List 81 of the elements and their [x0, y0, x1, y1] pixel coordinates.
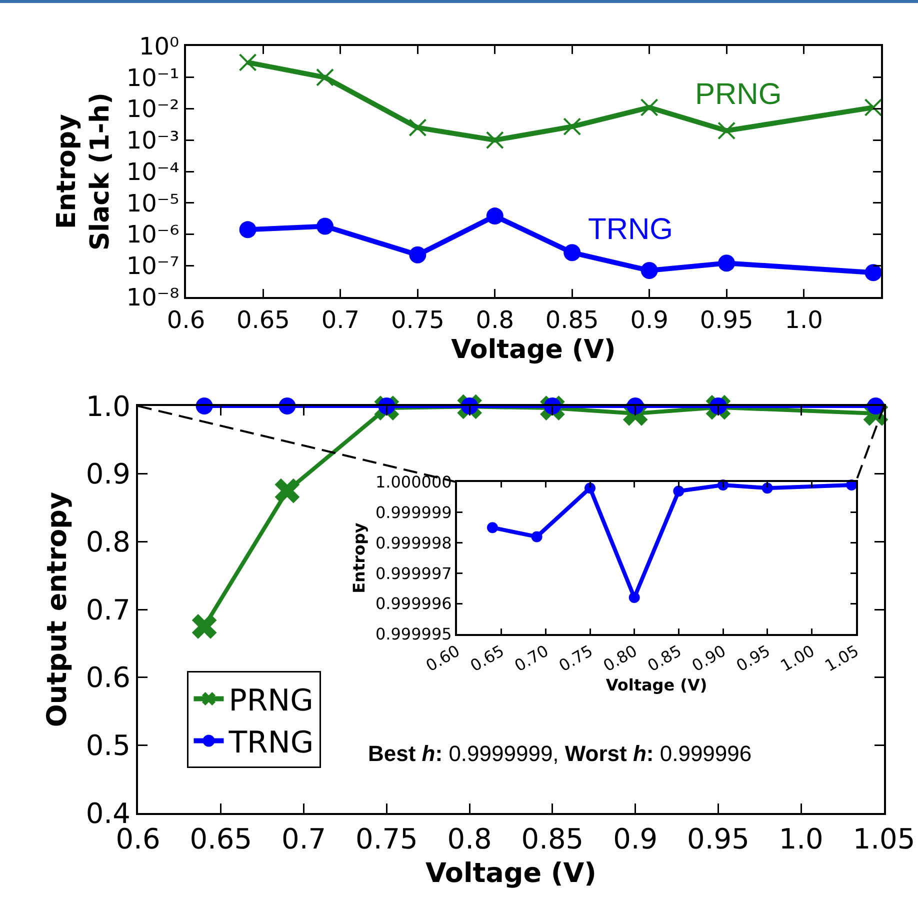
x-tick-label: 0.75: [356, 822, 418, 856]
point: [486, 208, 504, 225]
x-tick-label: 1.05: [852, 822, 916, 856]
x-tick-label: 0.90: [688, 641, 729, 676]
series-label: TRNG: [588, 213, 673, 246]
point: [762, 482, 773, 494]
y-tick-label: 1.000000: [375, 472, 452, 492]
point: [718, 254, 736, 272]
x-tick-label: 0.9: [630, 306, 668, 334]
x-tick-label: 0.60: [422, 641, 463, 676]
point: [640, 262, 658, 279]
point: [673, 486, 684, 497]
y-tick-label: 0.999999: [375, 503, 452, 522]
x-tick-label: 0.75: [556, 641, 596, 676]
y-tick-label: 1.0: [86, 390, 130, 423]
x-tick-label: 0.85: [521, 822, 584, 856]
y-tick-label: 10⁻⁴: [126, 158, 180, 186]
point: [640, 98, 658, 116]
y-tick-label: 10⁻⁵: [126, 189, 180, 218]
x-tick-label: 0.95: [687, 822, 750, 856]
point: [864, 98, 882, 116]
point: [584, 482, 596, 494]
x-tick-label: 1.05: [822, 641, 862, 676]
point: [239, 221, 256, 238]
x-axis-title: Voltage (V): [606, 675, 708, 694]
point: [274, 478, 300, 504]
y-tick-label: 10⁻⁷: [126, 252, 180, 280]
point: [531, 531, 542, 542]
point: [864, 264, 882, 282]
point: [238, 53, 257, 72]
y-tick-label: 10⁻²: [126, 95, 180, 124]
y-tick-label: 0.5: [86, 728, 130, 762]
x-tick-label: 0.95: [700, 306, 754, 334]
y-tick-label: 10⁰: [139, 32, 180, 60]
y-axis-title: Entropy Slack (1-h): [52, 92, 116, 251]
y-tick-label: 0.999997: [375, 564, 452, 583]
x-tick-label: 0.80: [600, 641, 640, 676]
y-tick-label: 10⁻¹: [126, 64, 180, 92]
x-tick-label: 0.85: [644, 641, 685, 676]
x-tick-label: 0.65: [236, 306, 290, 334]
x-axis-title: Voltage (V): [451, 335, 616, 366]
point: [409, 246, 426, 264]
y-tick-label: 0.7: [86, 593, 130, 626]
x-tick-label: 0.7: [321, 306, 360, 334]
x-tick-label: 0.8: [476, 306, 514, 334]
y-tick-label: 10⁻³: [126, 126, 180, 155]
y-axis-title: Entropy: [349, 522, 368, 594]
point: [486, 522, 498, 534]
x-tick-label: 0.70: [511, 641, 552, 676]
legend-label: TRNG: [228, 725, 314, 760]
y-tick-label: 0.9: [86, 458, 130, 491]
point: [486, 131, 504, 150]
x-tick-label: 0.7: [282, 822, 326, 856]
x-tick-label: 0.9: [613, 822, 658, 856]
x-tick-label: 0.65: [190, 822, 252, 856]
point: [316, 68, 334, 86]
point: [564, 244, 581, 262]
y-tick-label: 0.8: [86, 525, 130, 558]
y-tick-label: 0.999996: [375, 594, 452, 614]
x-tick-label: 0.85: [545, 306, 599, 334]
y-tick-label: 0.999998: [375, 533, 452, 552]
x-tick-label: 1.00: [777, 641, 818, 676]
y-axis-title: Output entropy: [42, 492, 74, 728]
point: [192, 614, 217, 639]
x-tick-label: 0.95: [732, 641, 774, 676]
point: [718, 122, 736, 140]
point: [316, 218, 334, 235]
x-tick-label: 1.0: [784, 306, 823, 334]
x-tick-label: 0.75: [390, 306, 444, 334]
legend-label: PRNG: [228, 683, 314, 718]
series-label: PRNG: [695, 78, 782, 111]
x-tick-label: 1.0: [778, 822, 824, 856]
x-tick-label: 0.65: [466, 641, 508, 676]
annotation: Best h: 0.9999999, Worst h: 0.999996: [368, 741, 752, 766]
x-axis-title: Voltage (V): [426, 858, 596, 889]
x-tick-label: 0.8: [447, 822, 492, 856]
y-tick-label: 0.999995: [375, 624, 452, 644]
y-tick-label: 10⁻⁶: [126, 220, 180, 249]
point: [408, 118, 427, 137]
point: [563, 118, 582, 136]
point: [628, 592, 640, 604]
